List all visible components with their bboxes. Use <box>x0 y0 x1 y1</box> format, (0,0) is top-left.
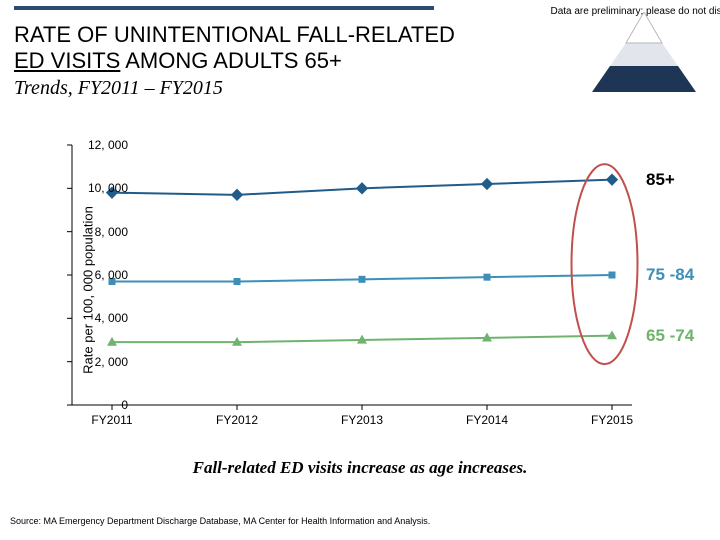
plot-area: 02, 0004, 0006, 0008, 00010, 00012, 000F… <box>72 145 692 405</box>
chart-area: Rate per 100, 000 population 02, 0004, 0… <box>10 145 706 435</box>
series-label: 75 -84 <box>646 265 694 285</box>
y-tick-label: 6, 000 <box>78 268 128 282</box>
pyramid-bottom <box>592 66 696 92</box>
y-tick-label: 8, 000 <box>78 225 128 239</box>
chart-svg <box>72 145 692 435</box>
y-tick-label: 4, 000 <box>78 311 128 325</box>
source-text: Source: MA Emergency Department Discharg… <box>10 516 430 526</box>
series-label: 85+ <box>646 170 675 190</box>
pyramid-top <box>626 12 662 43</box>
caption-text: Fall-related ED visits increase as age i… <box>0 458 720 478</box>
title-prefix: RATE OF UNINTENTIONAL FALL-RELATED <box>14 22 455 47</box>
pyramid-icon <box>592 12 696 92</box>
title-underlined: ED VISITS <box>14 48 120 73</box>
series-label: 65 -74 <box>646 326 694 346</box>
x-tick-label: FY2012 <box>216 413 258 427</box>
y-tick-label: 2, 000 <box>78 355 128 369</box>
x-tick-label: FY2013 <box>341 413 383 427</box>
header-accent-bar <box>14 6 434 10</box>
slide-subtitle: Trends, FY2011 – FY2015 <box>14 77 534 100</box>
x-tick-label: FY2011 <box>91 413 132 427</box>
y-tick-label: 12, 000 <box>78 138 128 152</box>
pyramid-mid <box>610 43 678 66</box>
y-tick-label: 0 <box>78 398 128 412</box>
title-block: RATE OF UNINTENTIONAL FALL-RELATED ED VI… <box>14 22 534 100</box>
y-tick-label: 10, 000 <box>78 181 128 195</box>
x-tick-label: FY2015 <box>591 413 633 427</box>
title-suffix: AMONG ADULTS 65+ <box>120 48 342 73</box>
x-tick-label: FY2014 <box>466 413 508 427</box>
slide-title: RATE OF UNINTENTIONAL FALL-RELATED ED VI… <box>14 22 534 75</box>
